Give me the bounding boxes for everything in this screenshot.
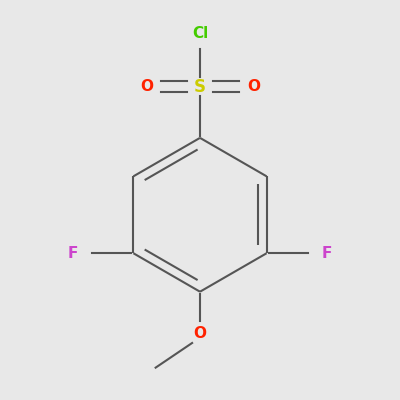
- Text: Cl: Cl: [192, 26, 208, 41]
- Text: O: O: [140, 79, 153, 94]
- Text: O: O: [247, 79, 260, 94]
- Text: F: F: [322, 246, 332, 261]
- Text: F: F: [68, 246, 78, 261]
- Text: S: S: [194, 78, 206, 96]
- Text: O: O: [194, 326, 206, 341]
